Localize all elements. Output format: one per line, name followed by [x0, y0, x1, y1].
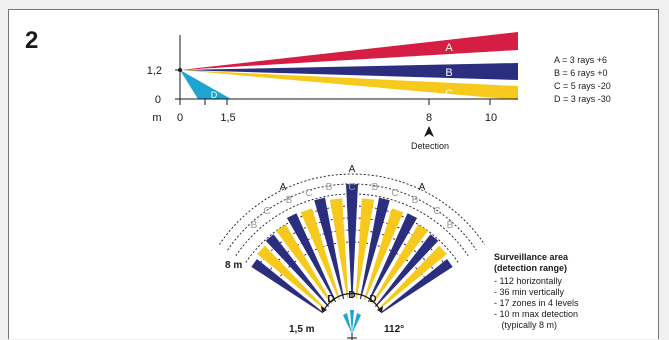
detection-label: Detection [411, 141, 449, 151]
x-tick-label-0: 0 [177, 112, 183, 124]
zone-label-c-5: C [433, 206, 440, 217]
range-label: 8 m [225, 260, 242, 271]
zone-blue-6 [314, 197, 345, 300]
angle-arc [323, 292, 381, 311]
x-tick-label-8: 8 [426, 112, 432, 124]
beam-d [180, 70, 231, 99]
zone-yellow-7 [329, 198, 349, 299]
angle-label: 112° [384, 324, 404, 335]
legend-item-b: B = 6 rays +0 [554, 68, 608, 78]
zone-blue-10 [359, 197, 390, 300]
zone-d-right [352, 313, 361, 334]
zone-label-d-right: D [369, 294, 376, 305]
x-axis-unit: m [152, 112, 161, 124]
sensor-point [178, 68, 182, 72]
zone-blue-16 [380, 259, 453, 314]
range-arc-outer [219, 173, 485, 245]
beam-a [180, 32, 518, 70]
zone-yellow-5 [300, 208, 341, 301]
zone-label-a-left: A [280, 182, 287, 193]
zone-yellow-1 [257, 245, 326, 310]
zone-label-c-4: C [391, 188, 398, 199]
side-view: A B C D 1,2 0 m 0 1,5 8 10 Detection A =… [147, 32, 611, 151]
zone-label-a-center: A [349, 164, 356, 175]
beam-b [180, 63, 518, 80]
zone-blue-14 [375, 234, 439, 307]
zone-d-left [343, 313, 352, 334]
top-view-fan: A A A B B B B B B C C C C C D D D 8 m 1,… [219, 164, 485, 340]
angle-arrow-left-icon [321, 306, 327, 313]
zone-yellow-15 [378, 245, 447, 310]
surveillance-info: Surveillance area (detection range) - 11… [494, 252, 579, 330]
beam-legend: A = 3 rays +6 B = 6 rays +0 C = 5 rays -… [554, 55, 611, 104]
zone-blue-8 [346, 184, 358, 298]
zone-blue-4 [286, 213, 337, 303]
zone-blue-12 [367, 213, 418, 303]
zone-d-center [350, 310, 354, 334]
surveillance-subtitle: (detection range) [494, 263, 567, 273]
zone-label-d-center: D [348, 290, 355, 301]
detection-zones [251, 184, 453, 314]
surveillance-item: - 112 horizontally [494, 276, 562, 286]
zone-label-c-3: C [348, 182, 355, 193]
near-zones-d [343, 310, 361, 334]
legend-item-d: D = 3 rays -30 [554, 94, 611, 104]
legend-item-c: C = 5 rays -20 [554, 81, 611, 91]
zone-blue-2 [265, 234, 329, 307]
zone-label-b-6: B [447, 220, 454, 231]
y-tick-label-0: 0 [155, 94, 161, 106]
zone-labels: A A A B B B B B B C C C C C D D D [251, 164, 454, 305]
figure-number: 2 [25, 27, 38, 54]
zone-yellow-11 [363, 208, 404, 301]
y-tick-label-1-2: 1,2 [147, 65, 162, 77]
diagram-canvas: 2 A B C D 1,2 0 m 0 1,5 8 10 Detection [25, 27, 611, 340]
x-tick-label-10: 10 [485, 112, 497, 124]
zone-label-c-2: C [305, 188, 312, 199]
beam-label-b: B [445, 67, 452, 79]
beam-label-d: D [211, 90, 218, 100]
surveillance-item: (typically 8 m) [494, 320, 557, 330]
zone-label-c-1: C [263, 206, 270, 217]
zone-blue-0 [251, 259, 324, 314]
surveillance-title: Surveillance area [494, 252, 569, 262]
near-range-label: 1,5 m [289, 324, 315, 335]
zone-label-b-5: B [412, 195, 419, 206]
beam-label-c: C [445, 88, 453, 100]
angle-arrow-right-icon [377, 306, 383, 313]
surveillance-item: - 17 zones in 4 levels [494, 298, 579, 308]
surveillance-item: - 10 m max detection [494, 309, 578, 319]
zone-label-a-right: A [419, 182, 426, 193]
zone-yellow-3 [276, 224, 333, 305]
zone-label-b-2: B [286, 195, 293, 206]
surveillance-item: - 36 min vertically [494, 287, 565, 297]
zone-label-b-4: B [372, 182, 379, 193]
beam-label-a: A [445, 42, 453, 54]
zone-yellow-9 [355, 198, 375, 299]
zone-label-b-3: B [326, 182, 333, 193]
figure-panel: 2 A B C D 1,2 0 m 0 1,5 8 10 Detection [8, 9, 659, 340]
zone-yellow-13 [371, 224, 428, 305]
zone-label-b-1: B [251, 220, 258, 231]
detection-arrow-icon [424, 126, 434, 137]
zone-label-d-left: D [327, 294, 334, 305]
legend-item-a: A = 3 rays +6 [554, 55, 607, 65]
beam-c [180, 70, 518, 100]
x-tick-label-1-5: 1,5 [220, 112, 235, 124]
